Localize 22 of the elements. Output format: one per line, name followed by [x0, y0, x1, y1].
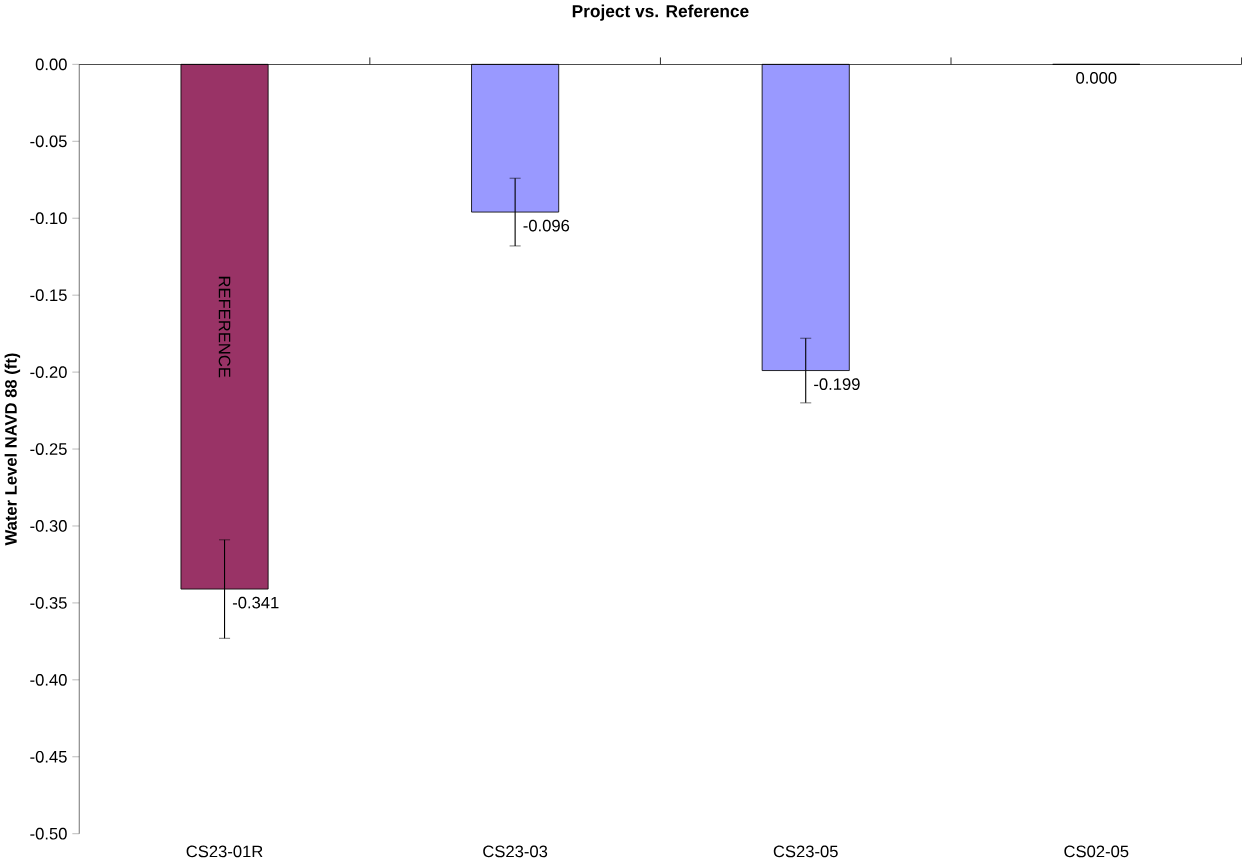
y-tick-label: -0.50 [30, 827, 67, 840]
data-label: -0.341 [232, 596, 279, 609]
y-tick-label: -0.25 [30, 443, 67, 455]
data-label: 0.000 [1076, 72, 1117, 84]
data-label: -0.096 [523, 219, 570, 232]
y-tick-label: -0.45 [30, 750, 67, 763]
y-tick-label: 0.00 [35, 58, 67, 71]
y-tick-label: -0.10 [30, 212, 67, 225]
y-tick-label: -0.35 [30, 597, 67, 609]
x-tick-label: CS23-05 [773, 845, 838, 858]
x-tick-label: CS23-01R [186, 845, 263, 858]
y-tick-label: -0.20 [30, 366, 67, 379]
y-tick-label: -0.30 [30, 520, 67, 532]
y-tick-label: -0.40 [30, 674, 67, 686]
data-label: -0.199 [814, 378, 860, 391]
x-tick-label: CS02-05 [1064, 845, 1129, 858]
chart-title: Project vs. Reference [572, 4, 749, 21]
x-tick-label: CS23-03 [483, 845, 548, 858]
y-tick-label: -0.15 [30, 289, 67, 302]
y-axis-title: Water Level NAVD 88 (ft) [4, 353, 21, 546]
annotation: REFERENCE [218, 276, 231, 378]
y-tick-label: -0.05 [30, 135, 67, 148]
